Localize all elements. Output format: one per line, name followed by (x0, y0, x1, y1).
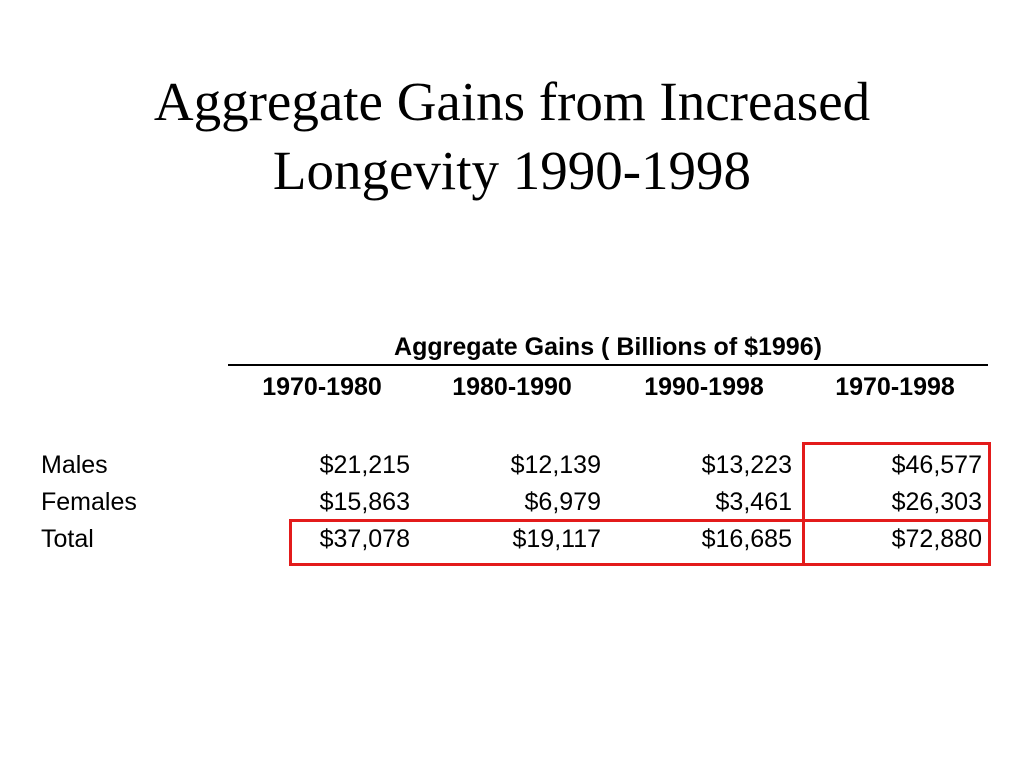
row-label-total: Total (41, 525, 94, 553)
cell-males-1970-1998: $46,577 (891, 451, 982, 479)
cell-males-1970-1980: $21,215 (319, 451, 410, 479)
group-header-rule (228, 364, 988, 366)
column-header-1970-1998: 1970-1998 (835, 373, 955, 401)
highlight-box-total-row (289, 519, 991, 566)
slide-title: Aggregate Gains from Increased Longevity… (0, 68, 1024, 206)
column-header-1990-1998: 1990-1998 (644, 373, 764, 401)
cell-males-1990-1998: $13,223 (701, 451, 792, 479)
row-label-males: Males (41, 451, 108, 479)
row-label-females: Females (41, 488, 137, 516)
cell-total-1970-1998: $72,880 (891, 525, 982, 553)
slide-title-line-2: Longevity 1990-1998 (272, 139, 752, 201)
cell-females-1970-1980: $15,863 (319, 488, 410, 516)
cell-total-1970-1980: $37,078 (319, 525, 410, 553)
slide-title-line-1: Aggregate Gains from Increased (153, 71, 871, 132)
cell-males-1980-1990: $12,139 (510, 451, 601, 479)
cell-females-1990-1998: $3,461 (715, 488, 792, 516)
column-header-1980-1990: 1980-1990 (452, 373, 572, 401)
table-group-header: Aggregate Gains ( Billions of $1996) (394, 333, 822, 361)
column-header-1970-1980: 1970-1980 (262, 373, 382, 401)
cell-females-1980-1990: $6,979 (524, 488, 601, 516)
cell-females-1970-1998: $26,303 (891, 488, 982, 516)
cell-total-1980-1990: $19,117 (512, 525, 601, 553)
cell-total-1990-1998: $16,685 (701, 525, 792, 553)
